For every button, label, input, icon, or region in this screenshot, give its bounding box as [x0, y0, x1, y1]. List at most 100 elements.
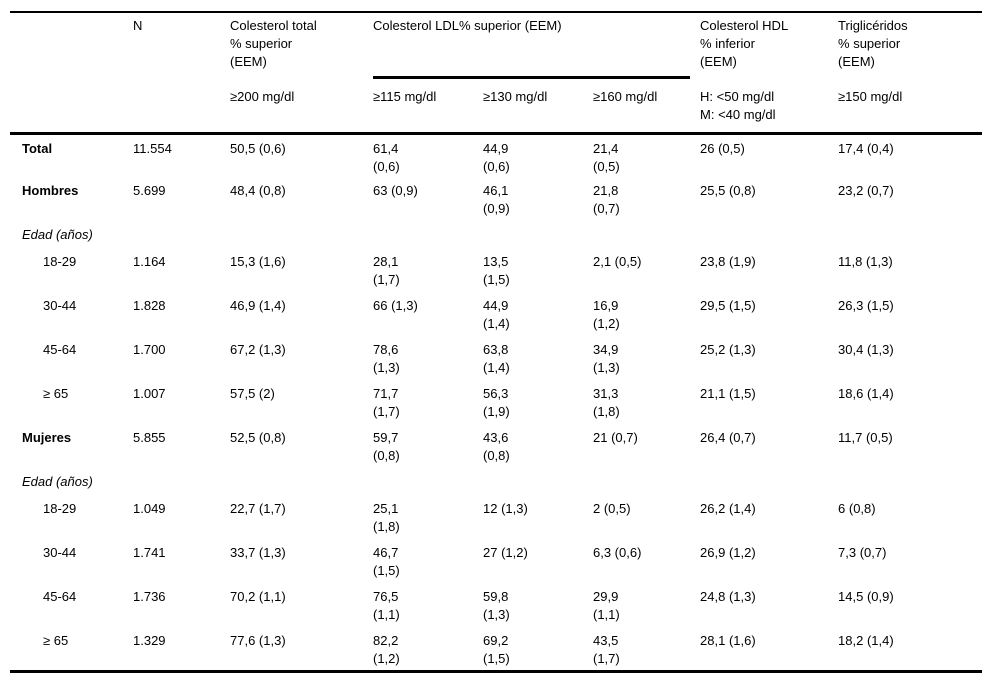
- table-cell: 1.736: [133, 589, 166, 604]
- table-cell: 28,1 (1,6): [700, 633, 756, 648]
- table-cell: 77,6 (1,3): [230, 633, 286, 648]
- table-row: 30-44 1.828 46,9 (1,4) 66 (1,3) 44,9 (1,4) 16…: [10, 292, 982, 336]
- table-cell: 1.164: [133, 254, 166, 269]
- table-row: 18-29 1.049 22,7 (1,7) 25,1 (1,8) 12 (1,3) 2 …: [10, 495, 982, 539]
- table-row: ≥ 65 1.329 77,6 (1,3) 82,2 (1,2) 69,2 (1,5) 4…: [10, 627, 982, 671]
- table-cell: 15,3 (1,6): [230, 254, 286, 269]
- table-row: 45-64 1.736 70,2 (1,1) 76,5 (1,1) 59,8 (1,3)…: [10, 583, 982, 627]
- table-row: 30-44 1.741 33,7 (1,3) 46,7 (1,5) 27 (1,2) 6,…: [10, 539, 982, 583]
- table-row: 18-29 1.164 15,3 (1,6) 28,1 (1,7) 13,5 (1,5)…: [10, 248, 982, 292]
- row-label: 18-29: [43, 254, 77, 269]
- table-cell: 12 (1,3): [483, 501, 528, 516]
- table-row: ≥ 65 1.007 57,5 (2) 71,7 (1,7) 56,3 (1,9) 31,…: [10, 380, 982, 424]
- table-cell: 24,8 (1,3): [700, 589, 756, 604]
- header-colesterol-ldl-group: Colesterol LDL% superior (EEM): [373, 12, 701, 79]
- table-cell: 18,6 (1,4): [838, 386, 894, 401]
- table-cell: 11.554: [133, 140, 172, 156]
- table-cell: 18,2 (1,4): [838, 633, 894, 648]
- table-cell: 30,4 (1,3): [838, 342, 894, 357]
- threshold-empty-label: [10, 79, 133, 133]
- table-cell: 61,4 (0,6): [373, 140, 400, 174]
- table-cell: 5.855: [133, 430, 166, 445]
- table-container: N Colesterol total % superior (EEM) Colest…: [10, 11, 983, 673]
- table-cell: 44,9 (0,6): [483, 140, 510, 174]
- header-colesterol-hdl: Colesterol HDL % inferior (EEM): [700, 18, 789, 69]
- table-cell: 21 (0,7): [593, 430, 638, 445]
- table-cell: 6,3 (0,6): [593, 545, 642, 560]
- table-cell: 52,5 (0,8): [230, 430, 286, 445]
- table-cell: 69,2 (1,5): [483, 633, 510, 666]
- row-label: ≥ 65: [43, 633, 69, 648]
- table-cell: 17,4 (0,4): [838, 140, 894, 156]
- table-cell: 11,7 (0,5): [838, 430, 893, 445]
- table-cell: 25,1 (1,8): [373, 501, 400, 534]
- row-label: Hombres: [22, 183, 79, 198]
- table-cell: 57,5 (2): [230, 386, 275, 401]
- section-row: Edad (años): [10, 221, 982, 248]
- table-cell: 29,5 (1,5): [700, 298, 756, 313]
- table-cell: 6 (0,8): [838, 501, 876, 516]
- table-cell: 50,5 (0,6): [230, 140, 286, 156]
- table-cell: 34,9 (1,3): [593, 342, 620, 375]
- threshold-tg-150: ≥150 mg/dl: [838, 89, 903, 104]
- row-label: Total: [22, 140, 53, 156]
- table-cell: 43,6 (0,8): [483, 430, 510, 463]
- table-cell: 33,7 (1,3): [230, 545, 286, 560]
- table-cell: 23,8 (1,9): [700, 254, 756, 269]
- row-label: ≥ 65: [43, 386, 69, 401]
- table-cell: 26,3 (1,5): [838, 298, 894, 313]
- table-cell: 2 (0,5): [593, 501, 631, 516]
- table-cell: 76,5 (1,1): [373, 589, 400, 622]
- table-cell: 46,1 (0,9): [483, 183, 510, 216]
- section-row: Edad (años): [10, 468, 982, 495]
- table-cell: 78,6 (1,3): [373, 342, 400, 375]
- table-cell: 63 (0,9): [373, 183, 418, 198]
- table-cell: 29,9 (1,1): [593, 589, 620, 622]
- row-label: 45-64: [43, 342, 77, 357]
- table-cell: 21,1 (1,5): [700, 386, 756, 401]
- table-cell: 44,9 (1,4): [483, 298, 510, 331]
- table-cell: 11,8 (1,3): [838, 254, 893, 269]
- table-cell: 1.741: [133, 545, 166, 560]
- table-cell: 26,9 (1,2): [700, 545, 756, 560]
- table-cell: 27 (1,2): [483, 545, 528, 560]
- threshold-hdl: H: <50 mg/dl M: <40 mg/dl: [700, 89, 776, 122]
- table-cell: 1.828: [133, 298, 166, 313]
- table-cell: 71,7 (1,7): [373, 386, 400, 419]
- header-trigliceridos: Triglicéridos % superior (EEM): [838, 18, 908, 69]
- table-cell: 7,3 (0,7): [838, 545, 887, 560]
- table-cell: 14,5 (0,9): [838, 589, 894, 604]
- table-cell: 16,9 (1,2): [593, 298, 620, 331]
- table-cell: 63,8 (1,4): [483, 342, 510, 375]
- cholesterol-prevalence-table: N Colesterol total % superior (EEM) Colest…: [10, 11, 983, 673]
- section-label: Edad (años): [22, 227, 93, 242]
- table-cell: 21,8 (0,7): [593, 183, 620, 216]
- table-cell: 1.049: [133, 501, 166, 516]
- table-cell: 1.329: [133, 633, 166, 648]
- header-n: N: [133, 18, 143, 33]
- table-cell: 31,3 (1,8): [593, 386, 620, 419]
- row-label: 30-44: [43, 298, 77, 313]
- header-colesterol-total: Colesterol total % superior (EEM): [230, 18, 317, 69]
- table-cell: 13,5 (1,5): [483, 254, 510, 287]
- table-cell: 43,5 (1,7): [593, 633, 620, 666]
- threshold-ldl-130: ≥130 mg/dl: [483, 89, 548, 104]
- row-label: 45-64: [43, 589, 77, 604]
- table-cell: 56,3 (1,9): [483, 386, 510, 419]
- threshold-empty-n: [133, 79, 230, 133]
- table-cell: 28,1 (1,7): [373, 254, 400, 287]
- table-cell: 82,2 (1,2): [373, 633, 400, 666]
- table-cell: 21,4 (0,5): [593, 140, 620, 174]
- table-cell: 5.699: [133, 183, 166, 198]
- row-label: Mujeres: [22, 430, 72, 445]
- table-cell: 26 (0,5): [700, 140, 745, 156]
- threshold-ldl-115: ≥115 mg/dl: [373, 89, 437, 104]
- table-cell: 46,7 (1,5): [373, 545, 400, 578]
- table-cell: 1.007: [133, 386, 166, 401]
- table-body: Total 11.554 50,5 (0,6) 61,4 (0,6) 44,9 (0,6…: [10, 133, 982, 671]
- row-label: 30-44: [43, 545, 77, 560]
- group-header-row: N Colesterol total % superior (EEM) Colest…: [10, 12, 982, 79]
- table-cell: 23,2 (0,7): [838, 183, 894, 198]
- table-row: Mujeres 5.855 52,5 (0,8) 59,7 (0,8) 43,6 (0,…: [10, 424, 982, 468]
